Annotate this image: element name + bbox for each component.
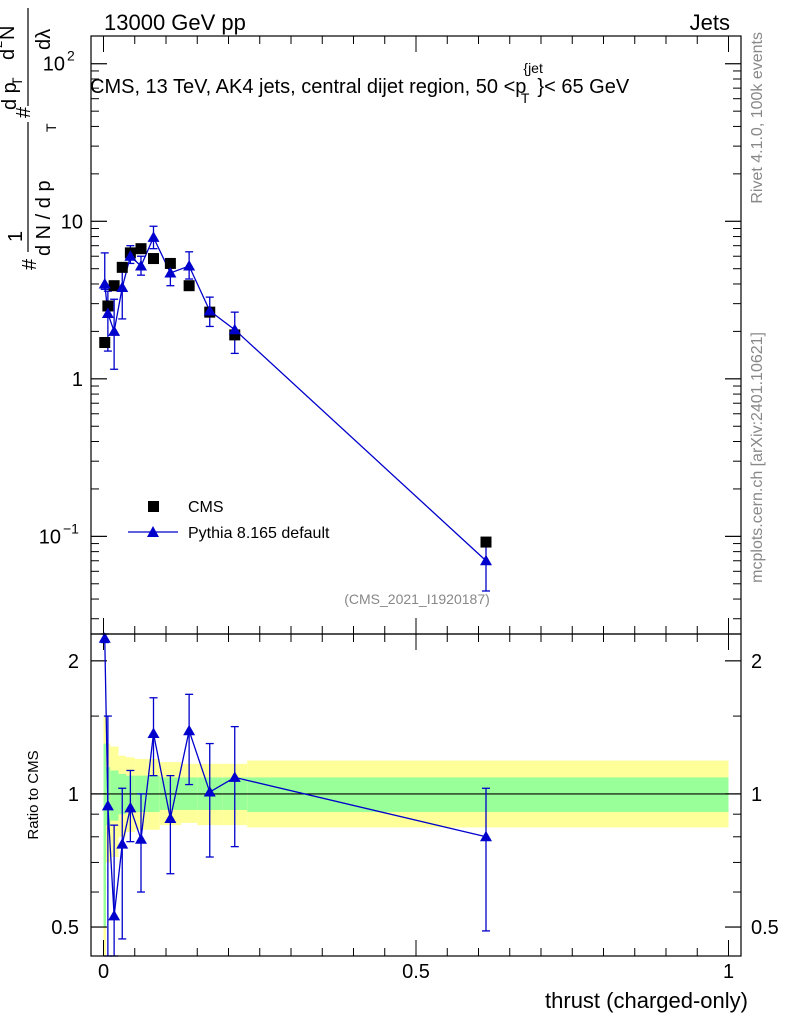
ratio-pythia-point [135,833,147,844]
ratio-pythia-line [104,638,487,916]
pythia-point [164,266,177,278]
legend-label-pythia: Pythia 8.165 default [188,525,330,542]
ratio-band-inner [110,770,119,821]
cms-point [148,253,159,265]
ratio-pythia-point [108,909,121,921]
pythia-point [480,554,492,566]
ratio-series [98,632,492,957]
main-y-axis-label: # 1 d N / d p T # d p T d 2 N dλ [0,8,59,270]
legend-marker-pythia [147,526,159,537]
x-tick-label: 0.5 [402,961,430,983]
ratio-y-tick-label-right: 0.5 [751,917,779,939]
legend-marker-cms [148,501,159,512]
y-label-dlambda: dλ [33,29,55,50]
ratio-y-tick-label-right: 2 [751,651,762,673]
pythia-point [147,231,160,242]
y-label-sub-t2: T [9,77,25,86]
y-label-dn: d N / d p [33,180,55,256]
pythia-point [183,260,196,271]
cms-point [480,536,492,548]
pythia-line [104,235,487,562]
header-left: 13000 GeV pp [104,10,246,35]
ratio-y-tick-label-right: 1 [751,784,762,806]
main-y-tick-label: 10 [61,211,83,233]
ratio-pythia-point [116,838,129,849]
ratio-y-tick-label-left: 0.5 [51,917,79,939]
main-series [98,225,492,592]
pythia-point [203,304,216,316]
title-main: CMS, 13 TeV, AK4 jets, central dijet reg… [90,76,526,98]
main-plot-frame [90,35,742,635]
x-axis-label: thrust (charged-only) [545,988,748,1013]
ratio-pythia-point [228,771,241,782]
main-y-tick-exponent: 2 [67,48,75,64]
ratio-plot-frame [90,633,742,957]
y-label-sub-t1: T [43,123,59,132]
pythia-point [135,260,147,271]
header-right: Jets [690,10,730,35]
pythia-point [228,323,241,335]
ratio-uncertainty-bands [91,716,741,956]
pythia-point [98,277,111,289]
main-y-tick-label: 10 [39,526,61,548]
y-label-d: d [0,49,19,60]
plot-title: CMS, 13 TeV, AK4 jets, central dijet reg… [90,60,630,106]
ratio-pythia-point [480,830,492,842]
y-label-dp: d p [0,82,21,110]
legend-label-cms: CMS [188,499,224,516]
title-sub: T [521,90,530,106]
ratio-pythia-point [183,724,196,736]
cms-point [164,257,176,269]
ratio-pythia-point [164,812,177,823]
main-y-tick-label: 10 [43,54,65,76]
cms-point [102,300,114,312]
y-label-hash-2: # [13,106,35,118]
cms-point [116,261,128,273]
cms-point [135,243,147,255]
ratio-pythia-point [101,799,114,811]
title-end: }< 65 GeV [537,76,629,98]
cms-point [99,337,111,349]
ratio-pythia-point [203,786,216,797]
cms-point [229,329,241,341]
ratio-y-axis-label: Ratio to CMS [25,750,42,839]
pythia-point [101,307,114,318]
ratio-band-inner [247,777,729,813]
y-label-one: 1 [5,231,27,242]
ratio-y-tick-label-left: 1 [68,784,79,806]
y-label-n: N [0,26,19,40]
side-label-top: Rivet 4.1.0, 100k events [749,32,766,204]
ratio-pythia-point [147,727,160,738]
title-sup: {jet [523,60,543,76]
y-label-sup-2: 2 [0,41,5,48]
x-tick-label: 1 [723,961,734,983]
ratio-pythia-point [98,632,111,643]
x-tick-label: 0 [98,961,109,983]
ratio-y-tick-label-left: 2 [68,651,79,673]
analysis-id: (CMS_2021_I1920187) [344,591,490,607]
ratio-axis-ticks: 0.5 0.5 1 1 2 2 0 0.5 1 [51,634,779,983]
pythia-point [108,325,121,336]
main-y-tick-exponent: −1 [63,520,79,536]
main-y-tick-label: 1 [72,369,83,391]
y-label-hash-1: # [19,258,41,270]
pythia-point [124,250,137,261]
ratio-pythia-point [124,801,137,813]
pythia-point [116,281,129,292]
ratio-band-inner [103,743,106,928]
cms-point [183,280,195,292]
legend: CMS Pythia 8.165 default [128,499,330,542]
cms-point [108,280,120,292]
side-label-bottom: mcplots.cern.ch [arXiv:2401.10621] [749,332,766,583]
